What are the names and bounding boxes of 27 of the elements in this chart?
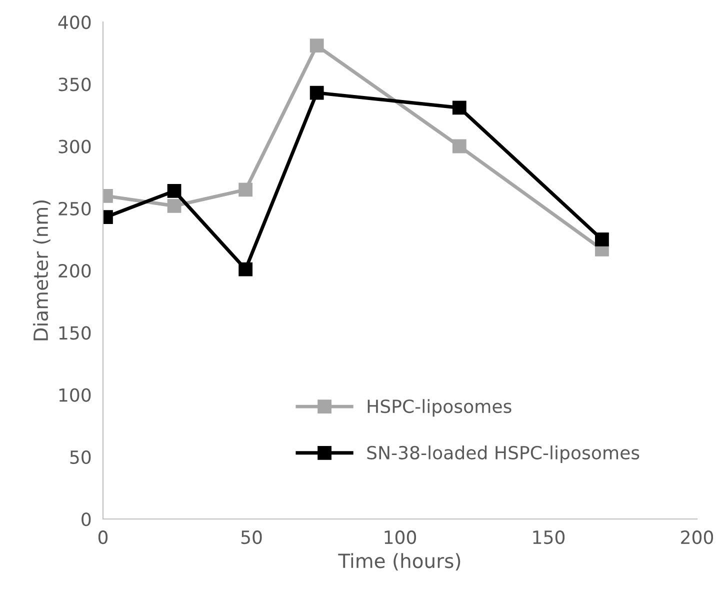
x-tick-label: 100 bbox=[384, 530, 416, 544]
x-tick-label: 0 bbox=[98, 530, 108, 544]
point bbox=[452, 100, 466, 115]
point bbox=[452, 139, 466, 154]
y-tick-label: 50 bbox=[70, 450, 91, 464]
point bbox=[595, 232, 609, 246]
point bbox=[167, 198, 182, 213]
y-tick-label: 300 bbox=[58, 140, 91, 154]
y-tick-label: 150 bbox=[59, 326, 91, 340]
x-axis-title: Time (hours) bbox=[338, 553, 460, 570]
point bbox=[310, 86, 324, 100]
legend-label: SN-38-loaded HSPC-liposomes bbox=[367, 446, 640, 463]
x-tick-label: 50 bbox=[241, 530, 262, 544]
y-tick-label: 350 bbox=[58, 78, 91, 92]
point bbox=[167, 184, 182, 198]
legend-label: HSPC-liposomes bbox=[368, 399, 512, 417]
x-tick-label: 150 bbox=[533, 530, 565, 544]
y-tick-label: 200 bbox=[58, 264, 91, 278]
point bbox=[238, 182, 253, 197]
y-tick-label: 0 bbox=[82, 512, 91, 526]
point bbox=[238, 262, 253, 276]
y-tick-label: 100 bbox=[59, 388, 91, 402]
y-axis-title: Diameter (nm) bbox=[33, 200, 50, 340]
point bbox=[310, 38, 324, 53]
y-tick-label: 400 bbox=[58, 15, 91, 30]
x-tick-label: 200 bbox=[681, 530, 714, 544]
y-tick-label: 250 bbox=[58, 202, 91, 216]
